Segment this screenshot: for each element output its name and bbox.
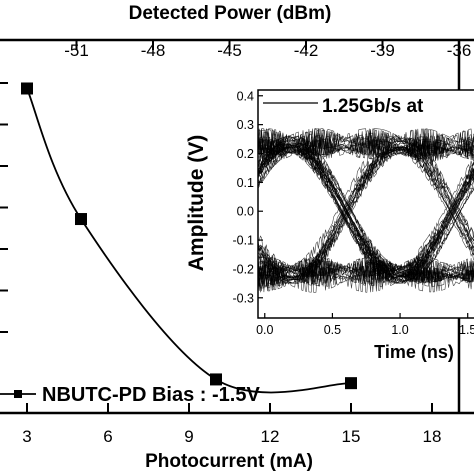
inset-annotation: 1.25Gb/s at (322, 96, 424, 117)
top-axis-title: Detected Power (dBm) (129, 3, 332, 24)
inset-x-ticks: 0.0 0.5 1.0 1.5 (256, 313, 474, 337)
eye-trace (258, 136, 474, 268)
inset-y-tick-label: 0.1 (237, 176, 254, 190)
legend: NBUTC-PD Bias : -1.5V (0, 384, 260, 406)
inset-y-tick-label: 0.0 (237, 205, 254, 219)
bottom-axis-ticks: 3 6 9 12 15 18 (22, 403, 441, 446)
inset-x-tick-label: 0.5 (324, 323, 341, 337)
eye-trace (258, 132, 474, 175)
eye-trace (258, 145, 474, 179)
inset-y-tick-label: -0.2 (232, 262, 254, 276)
eye-trace (258, 144, 474, 292)
data-point-marker (345, 377, 357, 390)
inset-x-axis-title: Time (ns) (374, 342, 454, 362)
inset-y-tick-label: 0.3 (237, 118, 254, 132)
inset-x-tick-label: 1.0 (391, 323, 408, 337)
bottom-tick-label: 15 (342, 427, 361, 446)
data-point-marker (21, 82, 33, 95)
inset-x-tick-label: 0.0 (256, 323, 273, 337)
legend-label: NBUTC-PD Bias : -1.5V (42, 384, 260, 406)
bottom-axis-title: Photocurrent (mA) (145, 451, 313, 472)
inset-y-tick-label: 0.2 (237, 147, 254, 161)
bottom-tick-label: 9 (184, 427, 193, 446)
legend-marker-swatch (14, 390, 22, 398)
inset-x-tick-label: 1.5 (459, 323, 474, 337)
inset-eye-diagram: 0.4 0.3 0.2 0.1 0.0 -0.1 -0.2 -0.3 0.0 0.5 1.0 1.5… (185, 89, 474, 362)
fit-curve (26, 88, 352, 394)
data-markers (21, 82, 357, 390)
top-tick-label: -51 (64, 41, 89, 60)
eye-trace (258, 136, 474, 170)
eye-trace (258, 139, 474, 281)
bottom-tick-label: 3 (22, 427, 31, 446)
bottom-tick-label: 12 (261, 427, 280, 446)
bottom-tick-label: 18 (423, 427, 442, 446)
inset-y-axis-title: Amplitude (V) (185, 135, 208, 272)
inset-y-tick-label: -0.1 (232, 234, 254, 248)
top-tick-label: -45 (217, 41, 242, 60)
eye-trace (258, 168, 474, 285)
top-tick-label: -39 (370, 41, 395, 60)
data-point-marker (75, 213, 87, 226)
top-tick-label: -36 (447, 41, 472, 60)
top-axis-ticks: 4-51-48-45-42-39-36 (64, 40, 472, 60)
top-tick-label: -48 (141, 41, 166, 60)
top-tick-label: -42 (294, 41, 319, 60)
eye-traces (258, 128, 474, 293)
inset-y-tick-label: 0.4 (237, 89, 254, 103)
eye-trace (258, 131, 474, 280)
left-axis-ticks (0, 82, 8, 333)
bottom-tick-label: 6 (103, 427, 112, 446)
inset-y-ticks: 0.4 0.3 0.2 0.1 0.0 -0.1 -0.2 -0.3 (232, 89, 263, 305)
inset-frame (257, 89, 474, 319)
data-point-marker (210, 373, 222, 386)
inset-y-tick-label: -0.3 (232, 291, 254, 305)
